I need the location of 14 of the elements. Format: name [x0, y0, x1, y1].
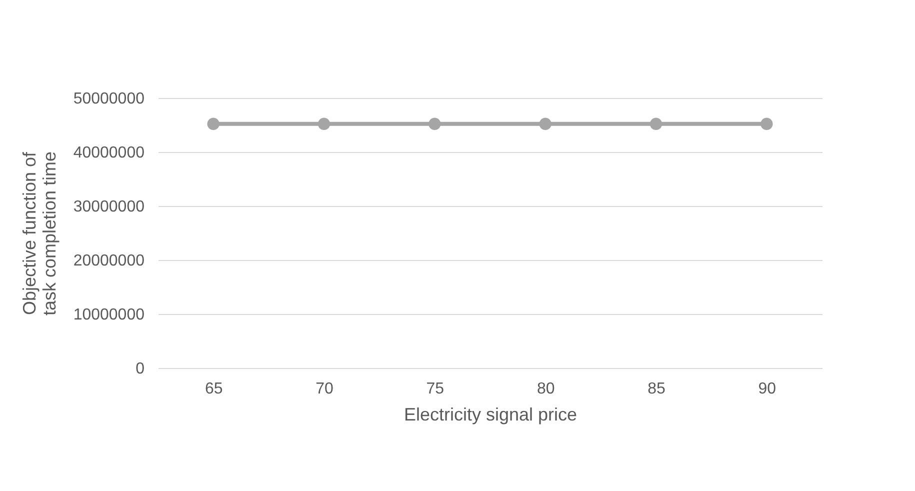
y-axis-title: Objective function of task completion time [19, 150, 60, 316]
y-tick-label: 10000000 [73, 306, 145, 324]
y-tick-label: 50000000 [73, 90, 145, 108]
x-tick-label: 85 [648, 380, 666, 398]
x-tick-label: 70 [316, 380, 334, 398]
y-tick-label: 30000000 [73, 198, 145, 216]
x-axis-title: Electricity signal price [404, 404, 578, 424]
x-tick-label: 80 [536, 380, 555, 398]
x-tick-label: 90 [758, 380, 776, 398]
y-tick-label: 0 [136, 360, 145, 378]
y-tick-label: 40000000 [73, 144, 145, 162]
y-tick-label: 20000000 [73, 252, 145, 270]
x-tick-label: 65 [204, 380, 223, 398]
x-tick-label: 75 [426, 380, 444, 398]
